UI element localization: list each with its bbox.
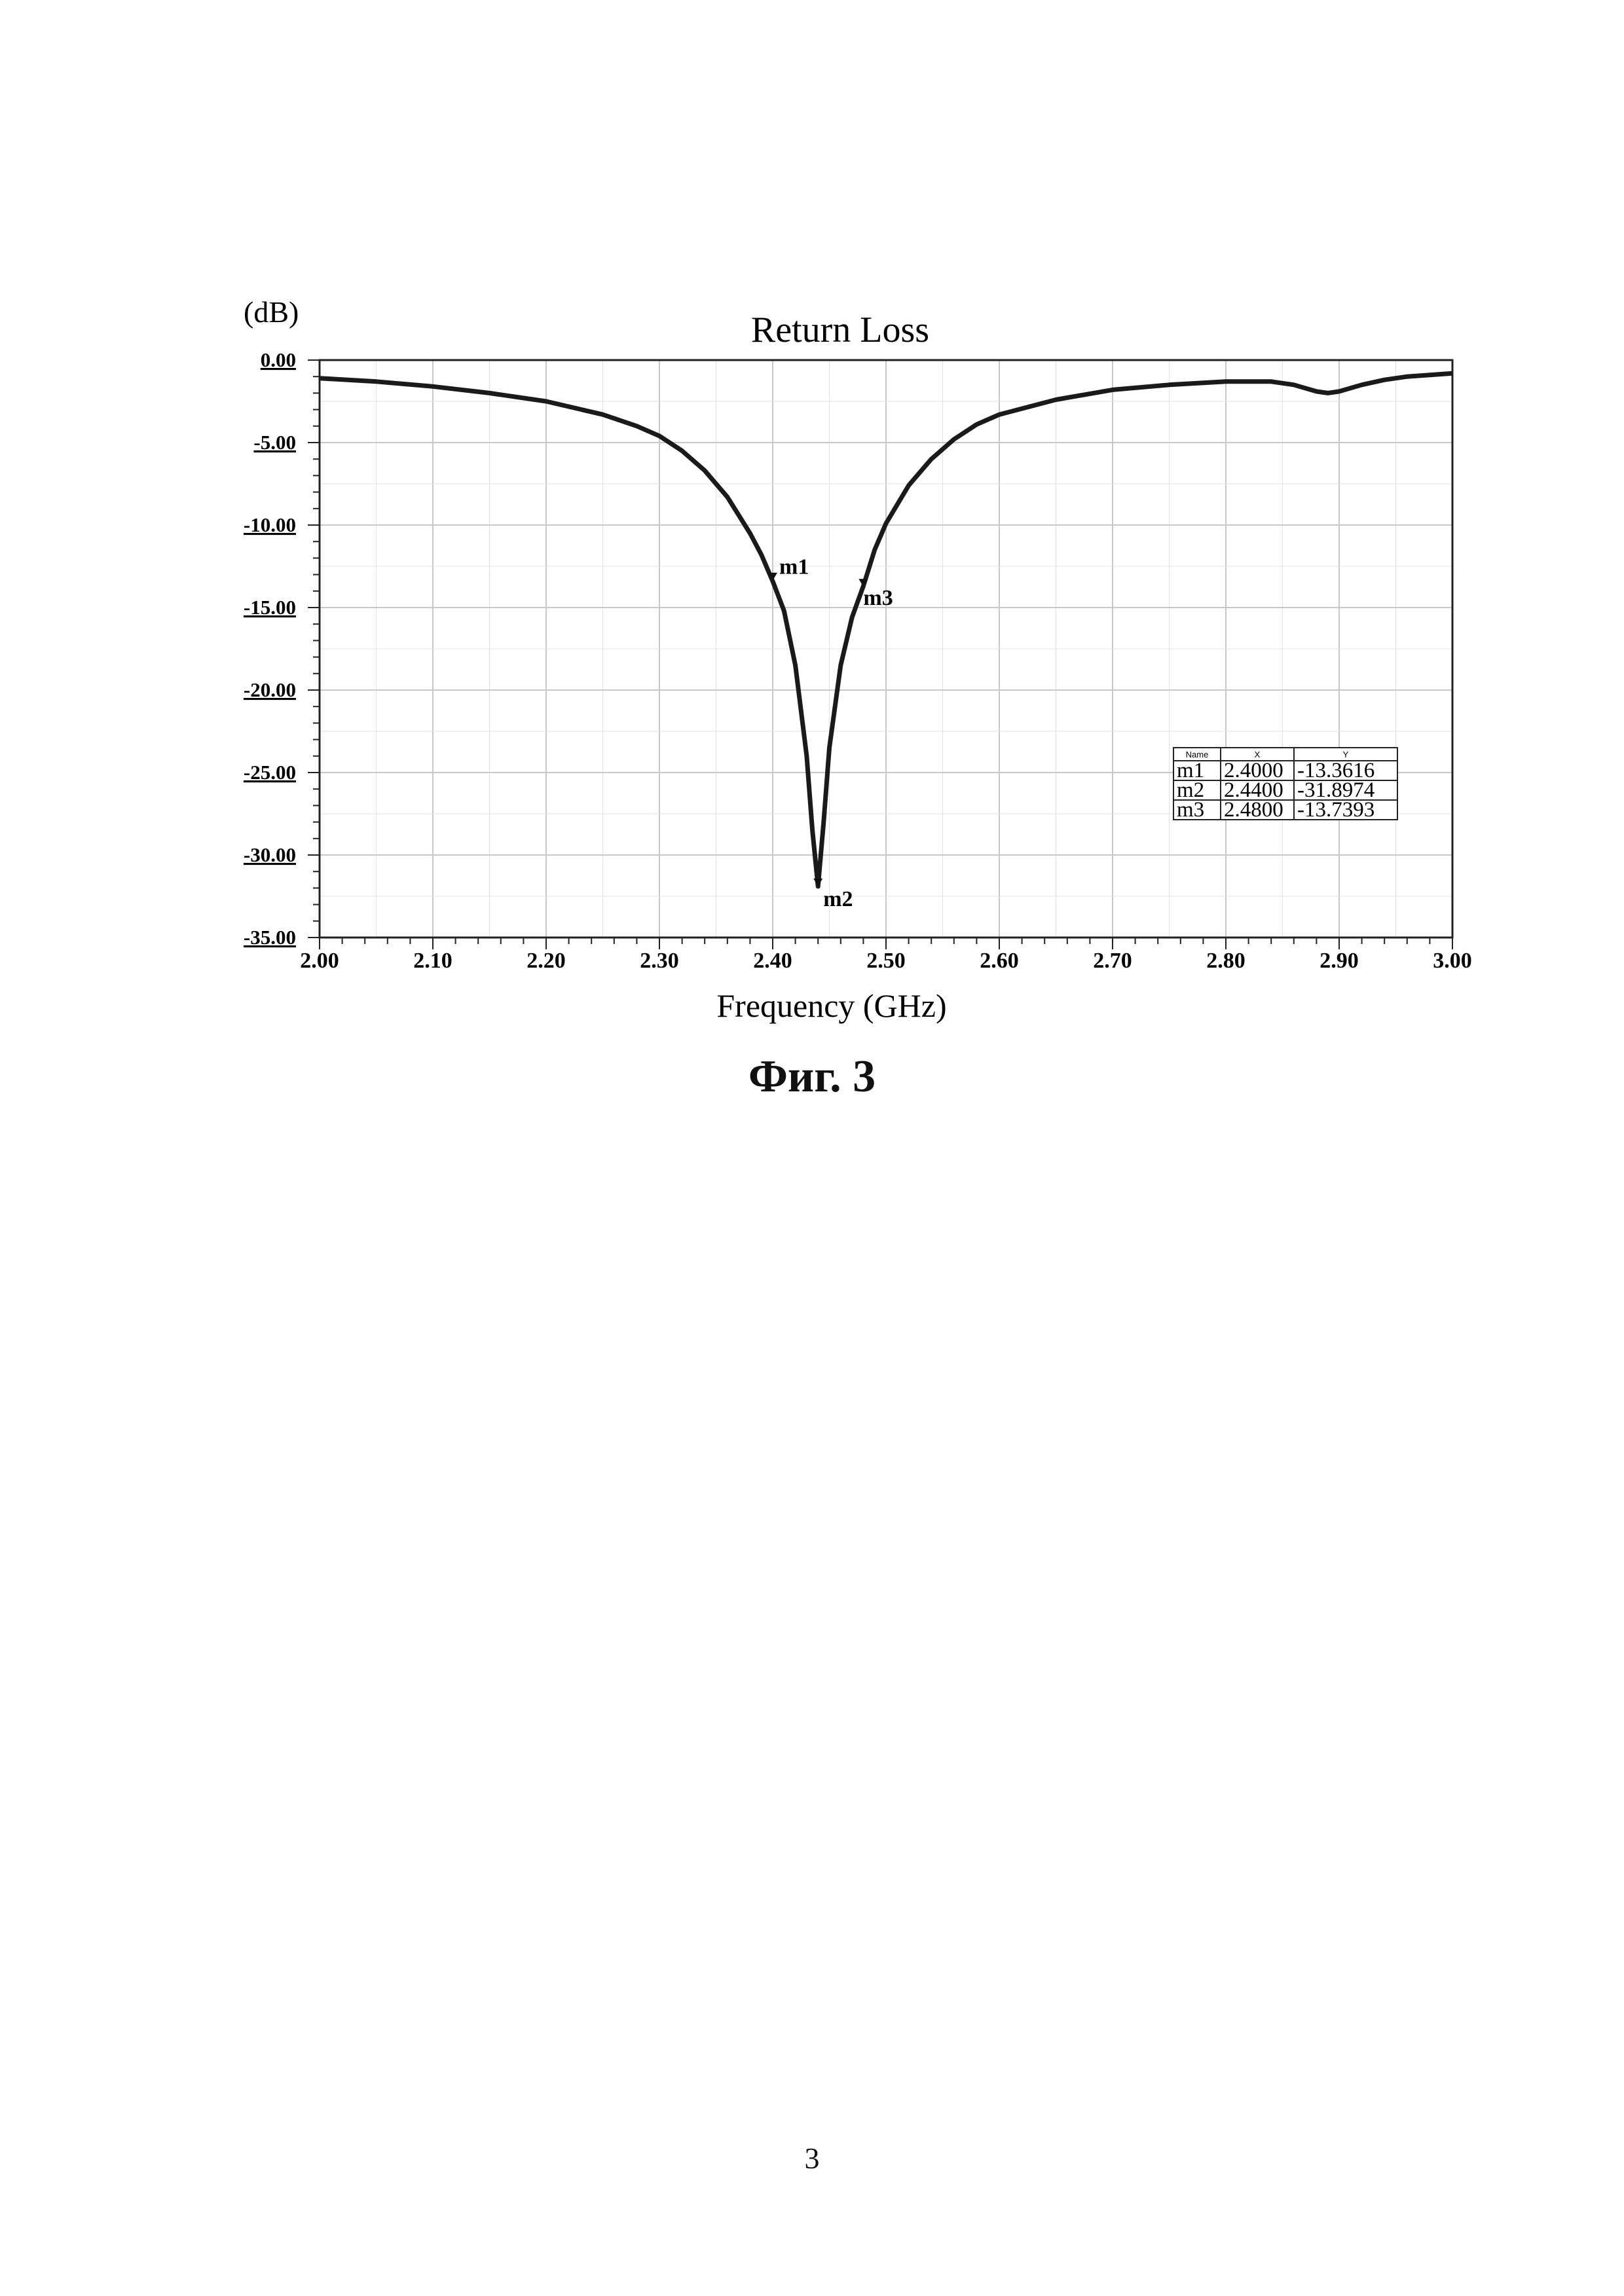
page-number: 3: [0, 2141, 1624, 2176]
marker-m3-label: m3: [863, 586, 893, 610]
x-tick-label: 2.60: [980, 949, 1019, 973]
marker-table-cell: 2.4800: [1224, 798, 1283, 822]
marker-m2-label: m2: [823, 887, 853, 911]
marker-table-cell: -13.7393: [1297, 798, 1375, 822]
marker-m2-point: [813, 879, 822, 886]
x-tick-label: 2.50: [866, 949, 906, 973]
marker-table: NameXYm12.4000-13.3616m22.4400-31.8974m3…: [1173, 748, 1397, 822]
x-axis-label: Frequency (GHz): [716, 987, 946, 1024]
x-tick-label: 2.40: [753, 949, 792, 973]
x-tick-label: 2.90: [1320, 949, 1359, 973]
x-tick-label: 3.00: [1433, 949, 1472, 973]
y-axis-ticks: 0.00 -5.00 -10.00 -15.00 -20.00 -25.00 -30.00 -…: [244, 348, 320, 949]
marker-m1-label: m1: [779, 555, 809, 579]
y-tick-label: -10.00: [244, 513, 296, 536]
y-tick-label: -20.00: [244, 678, 296, 701]
y-tick-label: -25.00: [244, 761, 296, 784]
y-axis-label: (dB): [244, 295, 299, 329]
y-tick-label: -30.00: [244, 843, 296, 866]
grid-lines: [320, 360, 1452, 938]
marker-table-header: X: [1255, 750, 1261, 759]
marker-table-cell: m3: [1177, 798, 1204, 822]
x-tick-label: 2.70: [1093, 949, 1132, 973]
y-tick-label: -15.00: [244, 596, 296, 619]
y-tick-label: -5.00: [253, 431, 296, 454]
chart-title: Return Loss: [751, 310, 929, 350]
y-tick-label: 0.00: [261, 348, 296, 371]
marker-table-header: Name: [1186, 750, 1209, 759]
x-tick-label: 2.30: [640, 949, 679, 973]
y-tick-label: -35.00: [244, 926, 296, 949]
figure-caption: Фиг. 3: [0, 1051, 1624, 1103]
return-loss-chart: 0.00 -5.00 -10.00 -15.00 -20.00 -25.00 -30.00 -…: [0, 0, 1624, 1178]
x-tick-label: 2.00: [300, 949, 339, 973]
x-tick-label: 2.20: [526, 949, 566, 973]
x-tick-label: 2.10: [413, 949, 452, 973]
marker-table-header: Y: [1343, 750, 1349, 759]
x-axis-ticks: 2.00 2.10 2.20 2.30 2.40 2.50 2.60 2.70 2.80 2.90…: [300, 938, 1472, 973]
x-tick-label: 2.80: [1206, 949, 1246, 973]
